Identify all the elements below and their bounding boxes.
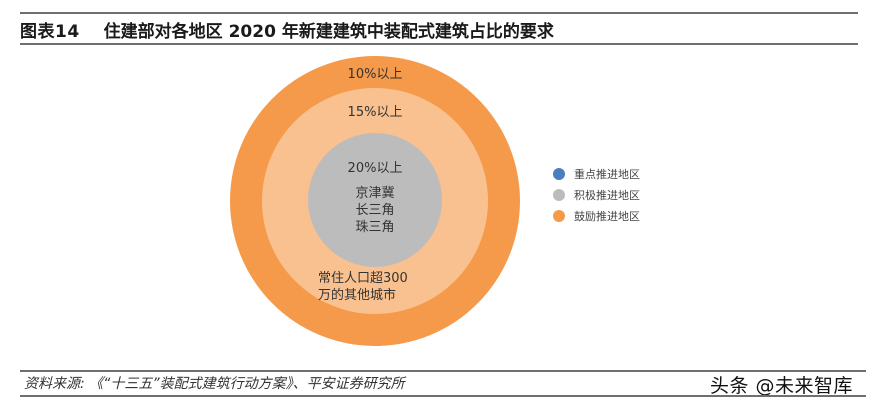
header-bottom-rule (20, 43, 858, 45)
watermark: 头条 @未来智库 (710, 375, 854, 397)
inner-circle-key (308, 133, 442, 267)
middle-ring-regions: 常住人口超300 万的其他城市 (318, 270, 428, 304)
outer-ring-label: 10%以上 (347, 67, 403, 82)
header-top-rule (20, 12, 858, 14)
figure-header: 图表14 住建部对各地区 2020 年新建建筑中装配式建筑占比的要求 (20, 14, 554, 44)
legend-label: 重点推进地区 (574, 167, 640, 181)
figure-number: 图表14 (20, 21, 80, 42)
blue-dot-icon (553, 167, 565, 180)
region-pearl-delta: 珠三角 (355, 220, 395, 235)
region-yangtze-delta: 长三角 (355, 203, 395, 218)
figure-title: 住建部对各地区 2020 年新建建筑中装配式建筑占比的要求 (103, 21, 554, 42)
inner-circle-label: 20%以上 (347, 161, 403, 176)
gray-dot-icon (553, 188, 565, 201)
legend-item-active: 积极推进地区 (553, 184, 640, 205)
legend: 重点推进地区 积极推进地区 鼓励推进地区 (553, 163, 640, 226)
footer-top-rule (20, 370, 866, 372)
legend-label: 积极推进地区 (574, 188, 640, 202)
orange-dot-icon (553, 209, 565, 222)
footer-bottom-rule (20, 395, 866, 397)
legend-item-key: 重点推进地区 (553, 163, 640, 184)
source-note: 资料来源: 《“十三五”装配式建筑行动方案》、平安证券研究所 (24, 376, 405, 392)
inner-circle-regions: 京津冀 长三角 珠三角 (325, 185, 425, 236)
legend-item-encourage: 鼓励推进地区 (553, 205, 640, 226)
middle-ring-desc-line-2: 万的其他城市 (318, 288, 397, 303)
middle-ring-label: 15%以上 (347, 105, 403, 120)
middle-ring-desc-line-1: 常住人口超300 (318, 271, 408, 286)
legend-label: 鼓励推进地区 (574, 209, 640, 223)
region-jingjinji: 京津冀 (355, 186, 395, 201)
